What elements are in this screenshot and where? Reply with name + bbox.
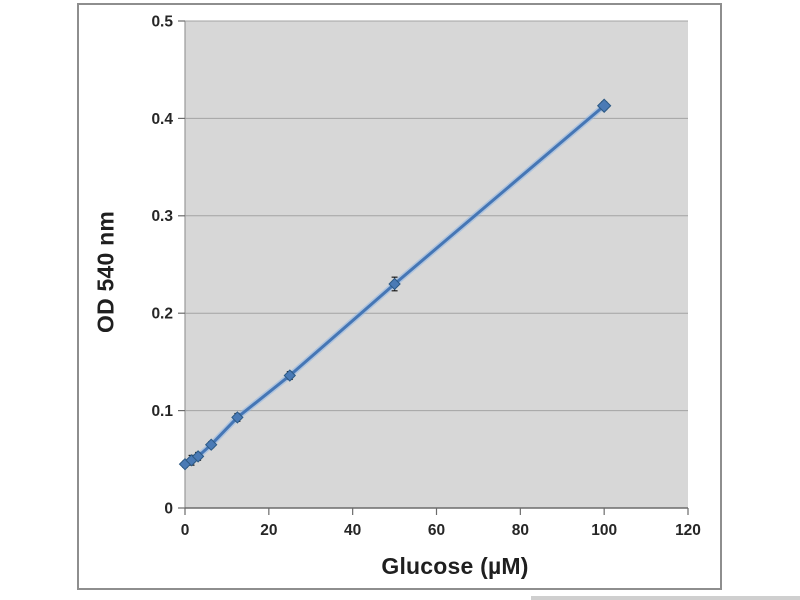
x-tick-label: 120 [675,522,701,539]
data-point-marker [283,369,296,382]
data-point-marker [191,450,205,463]
x-axis-title: Glucose (µM) [381,553,529,579]
data-point-marker [204,438,218,451]
x-tick-label: 100 [591,522,617,539]
y-tick-label: 0.1 [151,403,173,420]
x-tick-label: 80 [512,522,529,539]
y-tick-label: 0.3 [151,208,173,225]
y-axis-title: OD 540 nm [92,211,119,333]
x-tick-label: 20 [260,522,277,539]
bottom-edge-artifact [531,596,800,600]
data-point-marker [596,98,612,113]
data-point-marker [231,411,244,424]
y-tick-label: 0.5 [151,13,173,30]
data-point-marker [388,277,401,291]
y-tick-label: 0.2 [151,306,173,323]
x-tick-label: 0 [181,522,190,539]
x-tick-label: 60 [428,522,445,539]
y-tick-label: 0.4 [151,111,173,128]
x-tick-label: 40 [344,522,361,539]
plot-area [185,21,688,508]
y-tick-label: 0 [164,500,173,517]
